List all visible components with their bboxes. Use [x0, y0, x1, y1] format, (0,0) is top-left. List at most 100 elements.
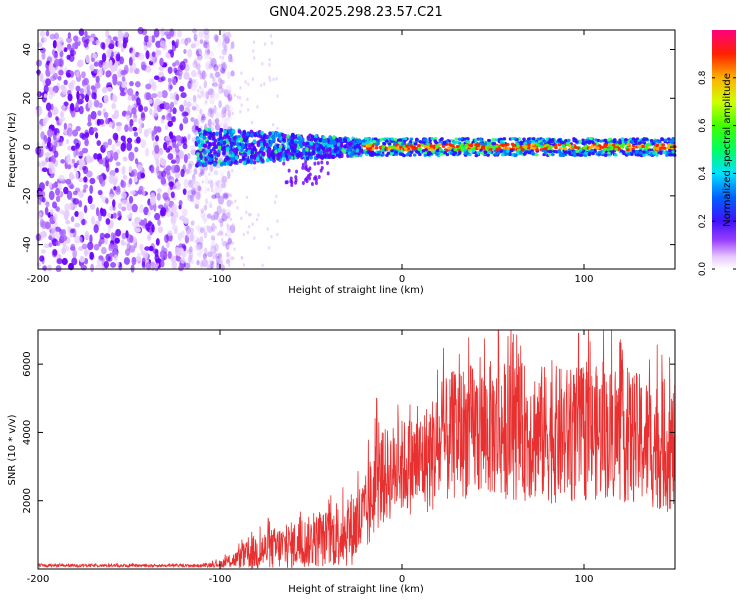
spectrogram-cell [83, 176, 88, 183]
spectrogram-cell [192, 180, 200, 190]
spectrogram-cell [376, 141, 380, 146]
spectrogram-cell [342, 137, 347, 143]
colorbar-gradient [712, 30, 736, 269]
spectrogram-cell [70, 243, 76, 251]
spectrogram-cell [129, 235, 134, 243]
spectrogram-cell [390, 137, 395, 141]
spectrogram-y-tick-label: 0 [22, 144, 33, 150]
spectrogram-cell [468, 153, 472, 157]
spectrogram-cell [209, 179, 214, 190]
spectrogram-cell [232, 141, 237, 146]
spectrogram-cell [187, 163, 192, 170]
spectrogram-cell [47, 128, 54, 138]
spectrogram-cell [187, 133, 191, 140]
spectrogram-cell [426, 145, 431, 149]
spectrogram-cell [193, 168, 198, 175]
spectrogram-cell [554, 150, 558, 154]
spectrogram-cell [170, 215, 176, 224]
spectrogram-cell [48, 164, 54, 175]
spectrogram-cell [603, 153, 608, 157]
spectrogram-x-tick-label: 0 [399, 274, 405, 285]
spectrogram-cell [365, 141, 369, 145]
spectrogram-cell [463, 148, 467, 152]
spectrogram-cell [175, 93, 180, 102]
spectrogram-cell [165, 200, 170, 206]
spectrogram-cell [120, 191, 127, 199]
spectrogram-cell [194, 243, 201, 251]
spectrogram-cell [584, 140, 589, 144]
spectrogram-cell [83, 85, 87, 94]
spectrogram-cell [499, 137, 503, 141]
spectrogram-cell [71, 257, 78, 266]
spectrogram-cell [231, 223, 235, 227]
spectrogram-cell [464, 143, 469, 148]
spectrogram-cell [623, 140, 628, 144]
spectrogram-cell [41, 140, 46, 149]
spectrogram-cell [190, 43, 196, 49]
spectrogram-cell [366, 150, 371, 154]
spectrogram-cell [626, 142, 630, 147]
spectrogram-cell [335, 137, 339, 143]
spectrogram-cell [182, 188, 187, 195]
spectrogram-cell [129, 119, 134, 127]
spectrogram-cell [350, 150, 355, 156]
spectrogram-cell [269, 150, 274, 155]
spectrogram-cell [128, 57, 133, 66]
spectrogram-cell [153, 28, 160, 38]
spectrogram-cell [221, 88, 224, 92]
spectrogram-cell [167, 251, 172, 259]
spectrogram-cell [75, 125, 81, 132]
spectrogram-cell [484, 145, 489, 150]
spectrogram-cell [366, 137, 370, 141]
spectrogram-cell [110, 261, 117, 268]
spectrogram-cell [186, 229, 191, 238]
spectrogram-cell [261, 61, 264, 66]
spectrogram-cell [41, 51, 46, 60]
spectrogram-cell [66, 190, 73, 200]
spectrogram-cell [663, 151, 667, 155]
spectrogram-cell [506, 149, 510, 153]
spectrogram-cell [73, 149, 77, 158]
spectrogram-cell [134, 227, 141, 233]
spectrogram-cell [59, 50, 64, 58]
spectrogram-cell [304, 160, 308, 165]
spectrogram-cell [619, 149, 624, 153]
spectrogram-cell [405, 153, 409, 157]
spectrogram-cell [182, 143, 188, 150]
spectrogram-cell [179, 61, 186, 71]
spectrogram-cell [435, 149, 440, 153]
spectrogram-cell [275, 194, 278, 199]
spectrogram-cell [309, 155, 313, 160]
spectrogram-cell [253, 236, 256, 240]
spectrogram-cell [435, 152, 439, 156]
spectrogram-cell [178, 247, 184, 253]
spectrogram-cell [198, 85, 202, 90]
spectrogram-cell [215, 71, 220, 79]
spectrogram-cell [126, 137, 133, 144]
spectrogram-cell [604, 143, 608, 147]
spectrogram-cell [202, 40, 208, 49]
spectrogram-cell [192, 28, 198, 34]
spectrogram-cell [163, 141, 168, 151]
spectrogram-cell [284, 153, 289, 159]
spectrogram-cell [276, 94, 279, 98]
spectrogram-cell [216, 182, 219, 187]
spectrogram-cell [140, 112, 146, 121]
snr-x-ticks: -200 -100 0 100 [27, 330, 594, 585]
spectrogram-cell [66, 127, 73, 137]
spectrogram-cell [188, 77, 193, 84]
spectrogram-cell [339, 143, 344, 148]
spectrogram-cell [83, 39, 89, 48]
spectrogram-cell [121, 165, 126, 175]
spectrogram-cell [113, 151, 119, 161]
spectrogram-cell [178, 204, 182, 210]
spectrogram-cell [67, 225, 71, 233]
spectrogram-cell [86, 84, 91, 92]
spectrogram-cell [249, 212, 252, 217]
spectrogram-cell [213, 150, 217, 155]
spectrogram-cell [501, 153, 505, 157]
spectrogram-cell [86, 249, 91, 255]
colorbar-tick-label: 0.8 [698, 70, 708, 85]
spectrogram-marks [35, 26, 677, 273]
spectrogram-cell [290, 183, 294, 188]
